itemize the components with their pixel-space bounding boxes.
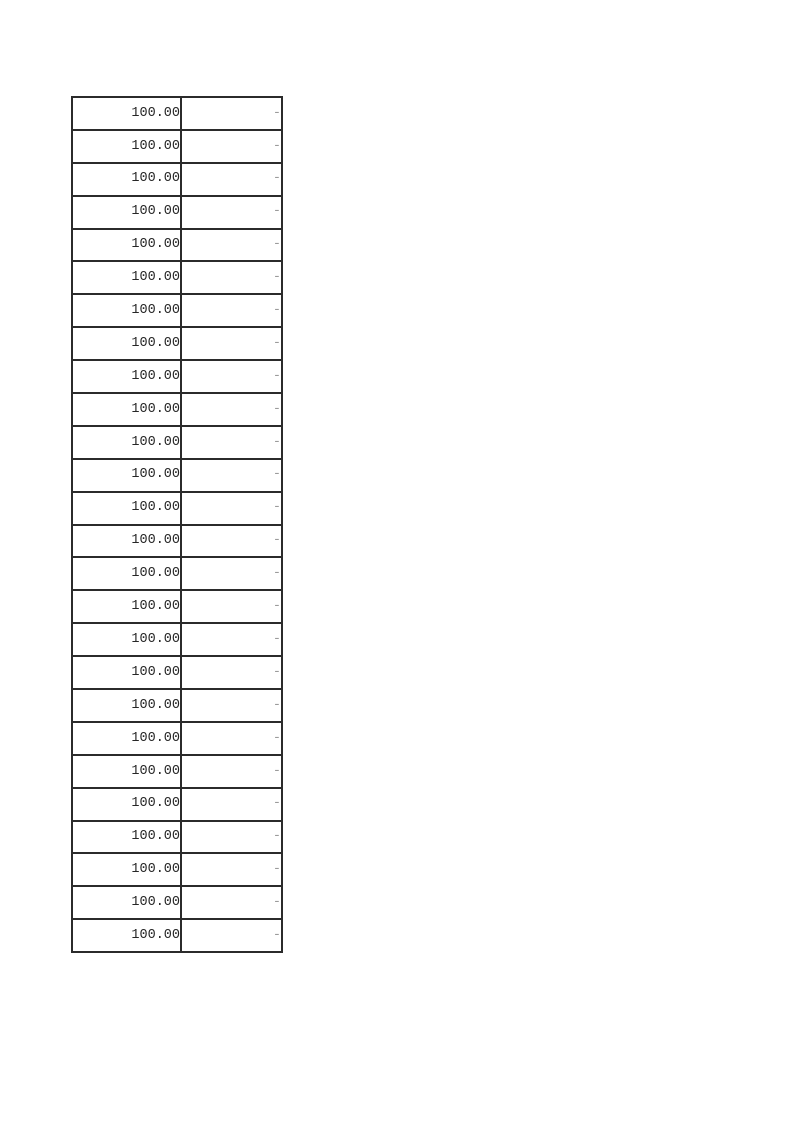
amount-cell: 100.00 <box>71 161 182 197</box>
value-cell: - <box>180 885 283 921</box>
table-row: 100.00 - <box>71 918 283 954</box>
amount-cell: 100.00 <box>71 457 182 493</box>
amount-cell: 100.00 <box>71 852 182 888</box>
table-row: 100.00 - <box>71 885 283 921</box>
amount-cell: 100.00 <box>71 523 182 559</box>
amount-cell: 100.00 <box>71 424 182 460</box>
table-row: 100.00 - <box>71 622 283 658</box>
table-row: 100.00 - <box>71 523 283 559</box>
table-row: 100.00 - <box>71 819 283 855</box>
value-cell: - <box>180 852 283 888</box>
amount-cell: 100.00 <box>71 556 182 592</box>
table-row: 100.00 - <box>71 753 283 789</box>
value-cell: - <box>180 96 283 131</box>
amount-cell: 100.00 <box>71 918 182 954</box>
amount-cell: 100.00 <box>71 326 182 362</box>
table-row: 100.00 - <box>71 326 283 362</box>
table-row: 100.00 - <box>71 227 283 263</box>
amount-cell: 100.00 <box>71 359 182 395</box>
value-cell: - <box>180 457 283 493</box>
table-row: 100.00 - <box>71 128 283 164</box>
amount-cell: 100.00 <box>71 128 182 164</box>
value-cell: - <box>180 227 283 263</box>
table-row: 100.00 - <box>71 194 283 230</box>
value-cell: - <box>180 589 283 625</box>
value-cell: - <box>180 523 283 559</box>
data-table: 100.00 - 100.00 - 100.00 - 100.00 - 100.… <box>71 96 283 954</box>
amount-cell: 100.00 <box>71 260 182 296</box>
value-cell: - <box>180 326 283 362</box>
value-cell: - <box>180 753 283 789</box>
value-cell: - <box>180 720 283 756</box>
amount-cell: 100.00 <box>71 655 182 691</box>
table-row: 100.00 - <box>71 424 283 460</box>
amount-cell: 100.00 <box>71 819 182 855</box>
table-row: 100.00 - <box>71 786 283 822</box>
table-row: 100.00 - <box>71 392 283 427</box>
amount-cell: 100.00 <box>71 490 182 526</box>
amount-cell: 100.00 <box>71 293 182 329</box>
value-cell: - <box>180 161 283 197</box>
table-row: 100.00 - <box>71 359 283 395</box>
value-cell: - <box>180 490 283 526</box>
amount-cell: 100.00 <box>71 392 182 427</box>
value-cell: - <box>180 359 283 395</box>
table-body: 100.00 - 100.00 - 100.00 - 100.00 - 100.… <box>71 96 283 954</box>
value-cell: - <box>180 918 283 954</box>
table-row: 100.00 - <box>71 556 283 592</box>
value-cell: - <box>180 293 283 329</box>
table-row: 100.00 - <box>71 490 283 526</box>
amount-cell: 100.00 <box>71 194 182 230</box>
amount-cell: 100.00 <box>71 622 182 658</box>
amount-cell: 100.00 <box>71 96 182 131</box>
value-cell: - <box>180 392 283 427</box>
value-cell: - <box>180 819 283 855</box>
table-row: 100.00 - <box>71 96 283 131</box>
amount-cell: 100.00 <box>71 885 182 921</box>
amount-cell: 100.00 <box>71 720 182 756</box>
amount-cell: 100.00 <box>71 688 182 723</box>
table-row: 100.00 - <box>71 852 283 888</box>
table-row: 100.00 - <box>71 720 283 756</box>
value-cell: - <box>180 194 283 230</box>
value-cell: - <box>180 622 283 658</box>
table-row: 100.00 - <box>71 655 283 691</box>
table-row: 100.00 - <box>71 457 283 493</box>
amount-cell: 100.00 <box>71 227 182 263</box>
value-cell: - <box>180 556 283 592</box>
value-cell: - <box>180 260 283 296</box>
table-row: 100.00 - <box>71 589 283 625</box>
table-row: 100.00 - <box>71 688 283 723</box>
table-row: 100.00 - <box>71 161 283 197</box>
value-cell: - <box>180 786 283 822</box>
amount-cell: 100.00 <box>71 753 182 789</box>
value-cell: - <box>180 688 283 723</box>
value-cell: - <box>180 128 283 164</box>
table-row: 100.00 - <box>71 260 283 296</box>
value-cell: - <box>180 424 283 460</box>
value-cell: - <box>180 655 283 691</box>
table-row: 100.00 - <box>71 293 283 329</box>
amount-cell: 100.00 <box>71 786 182 822</box>
amount-cell: 100.00 <box>71 589 182 625</box>
